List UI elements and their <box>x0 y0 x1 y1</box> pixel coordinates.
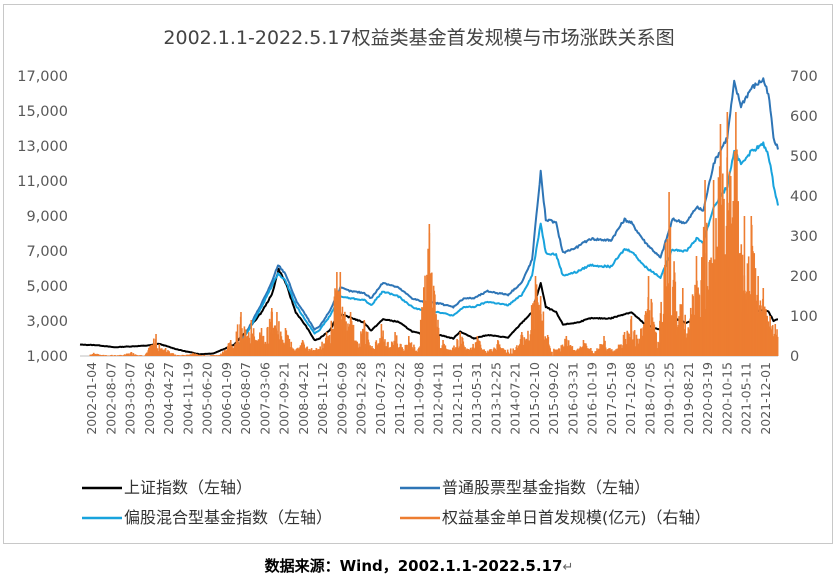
x-tick-label: 2004-11-19 <box>180 362 195 435</box>
x-tick-label: 2017-12-08 <box>623 362 638 435</box>
x-tick-label: 2009-06-09 <box>334 362 349 435</box>
x-tick-label: 2012-11-01 <box>450 362 465 435</box>
x-tick-label: 2002-08-07 <box>103 362 118 435</box>
x-tick-label: 2006-08-07 <box>238 362 253 435</box>
x-tick-label: 2020-03-19 <box>700 362 715 435</box>
x-tick-label: 2004-04-27 <box>161 362 176 435</box>
left-tick-label: 15,000 <box>17 104 68 120</box>
x-tick-label: 2020-10-15 <box>719 362 734 435</box>
left-tick-label: 17,000 <box>17 69 68 85</box>
right-tick-label: 500 <box>790 149 818 165</box>
source-note: 数据来源：Wind，2002.1.1-2022.5.17↵ <box>0 555 838 576</box>
x-tick-label: 2005-06-20 <box>200 362 215 435</box>
x-tick-label: 2007-03-06 <box>257 362 272 435</box>
right-tick-label: 0 <box>790 349 799 365</box>
x-tick-label: 2021-05-11 <box>739 362 754 435</box>
legend-item: 普通股票型基金指数（左轴） <box>400 478 650 497</box>
x-tick-label: 2014-07-21 <box>508 362 523 435</box>
right-tick-label: 700 <box>790 69 818 85</box>
right-tick-label: 400 <box>790 189 818 205</box>
left-tick-label: 3,000 <box>26 314 68 330</box>
series-line <box>236 141 779 348</box>
legend-label: 普通股票型基金指数（左轴） <box>442 478 650 497</box>
x-tick-label: 2016-10-19 <box>585 362 600 435</box>
x-tick-label: 2009-12-28 <box>354 362 369 435</box>
left-tick-label: 11,000 <box>17 174 68 190</box>
x-tick-label: 2011-09-08 <box>411 362 426 435</box>
chart-frame <box>3 4 833 544</box>
legend-label: 偏股混合型基金指数（左轴） <box>124 508 332 527</box>
right-tick-label: 100 <box>790 309 818 325</box>
x-tick-label: 2008-04-21 <box>296 362 311 435</box>
return-mark: ↵ <box>562 560 574 575</box>
left-tick-label: 5,000 <box>26 279 68 295</box>
x-tick-label: 2003-03-07 <box>123 362 138 435</box>
plot-area: 1,000 3,000 5,000 7,000 9,000 11,000 13,000 15,… <box>17 69 817 435</box>
x-tick-label: 2008-11-12 <box>315 362 330 435</box>
chart-title: 2002.1.1-2022.5.17权益类基金首发规模与市场涨跌关系图 <box>163 27 674 49</box>
right-tick-label: 600 <box>790 109 818 125</box>
x-tick-label: 2007-09-21 <box>277 362 292 435</box>
x-tick-label: 2006-01-09 <box>219 362 234 435</box>
left-tick-label: 9,000 <box>26 209 68 225</box>
x-tick-label: 2013-05-31 <box>469 362 484 435</box>
legend: 上证指数（左轴） 普通股票型基金指数（左轴） 偏股混合型基金指数（左轴） 权益基金单日… <box>82 478 711 527</box>
right-tick-label: 300 <box>790 229 818 245</box>
right-tick-label: 200 <box>790 269 818 285</box>
legend-label: 权益基金单日首发规模(亿元)（右轴） <box>442 508 711 527</box>
x-tick-label: 2003-09-26 <box>142 362 157 435</box>
left-tick-label: 13,000 <box>17 139 68 155</box>
x-tick-label: 2019-01-25 <box>662 362 677 435</box>
x-tick-label: 2016-03-31 <box>565 362 580 435</box>
x-tick-label: 2012-04-11 <box>431 362 446 435</box>
x-tick-label: 2021-12-01 <box>758 362 773 435</box>
x-tick-label: 2018-07-05 <box>642 362 657 435</box>
legend-item: 权益基金单日首发规模(亿元)（右轴） <box>400 508 711 527</box>
left-tick-label: 7,000 <box>26 244 68 260</box>
x-tick-label: 2010-07-23 <box>373 362 388 435</box>
chart: 2002.1.1-2022.5.17权益类基金首发规模与市场涨跌关系图 1,00… <box>17 27 817 527</box>
x-tick-label: 2015-02-10 <box>527 362 542 435</box>
x-tick-label: 2017-05-19 <box>604 362 619 435</box>
left-tick-label: 1,000 <box>26 349 68 365</box>
x-tick-label: 2002-01-04 <box>84 362 99 435</box>
legend-item: 偏股混合型基金指数（左轴） <box>82 508 332 527</box>
source-text: 数据来源：Wind，2002.1.1-2022.5.17 <box>264 557 563 575</box>
legend-item: 上证指数（左轴） <box>82 478 252 497</box>
series-line <box>236 77 779 348</box>
x-tick-label: 2011-02-22 <box>392 362 407 435</box>
x-tick-label: 2019-08-21 <box>681 362 696 435</box>
x-tick-label: 2015-09-02 <box>546 362 561 435</box>
x-tick-label: 2013-12-25 <box>488 362 503 435</box>
legend-label: 上证指数（左轴） <box>124 478 252 497</box>
